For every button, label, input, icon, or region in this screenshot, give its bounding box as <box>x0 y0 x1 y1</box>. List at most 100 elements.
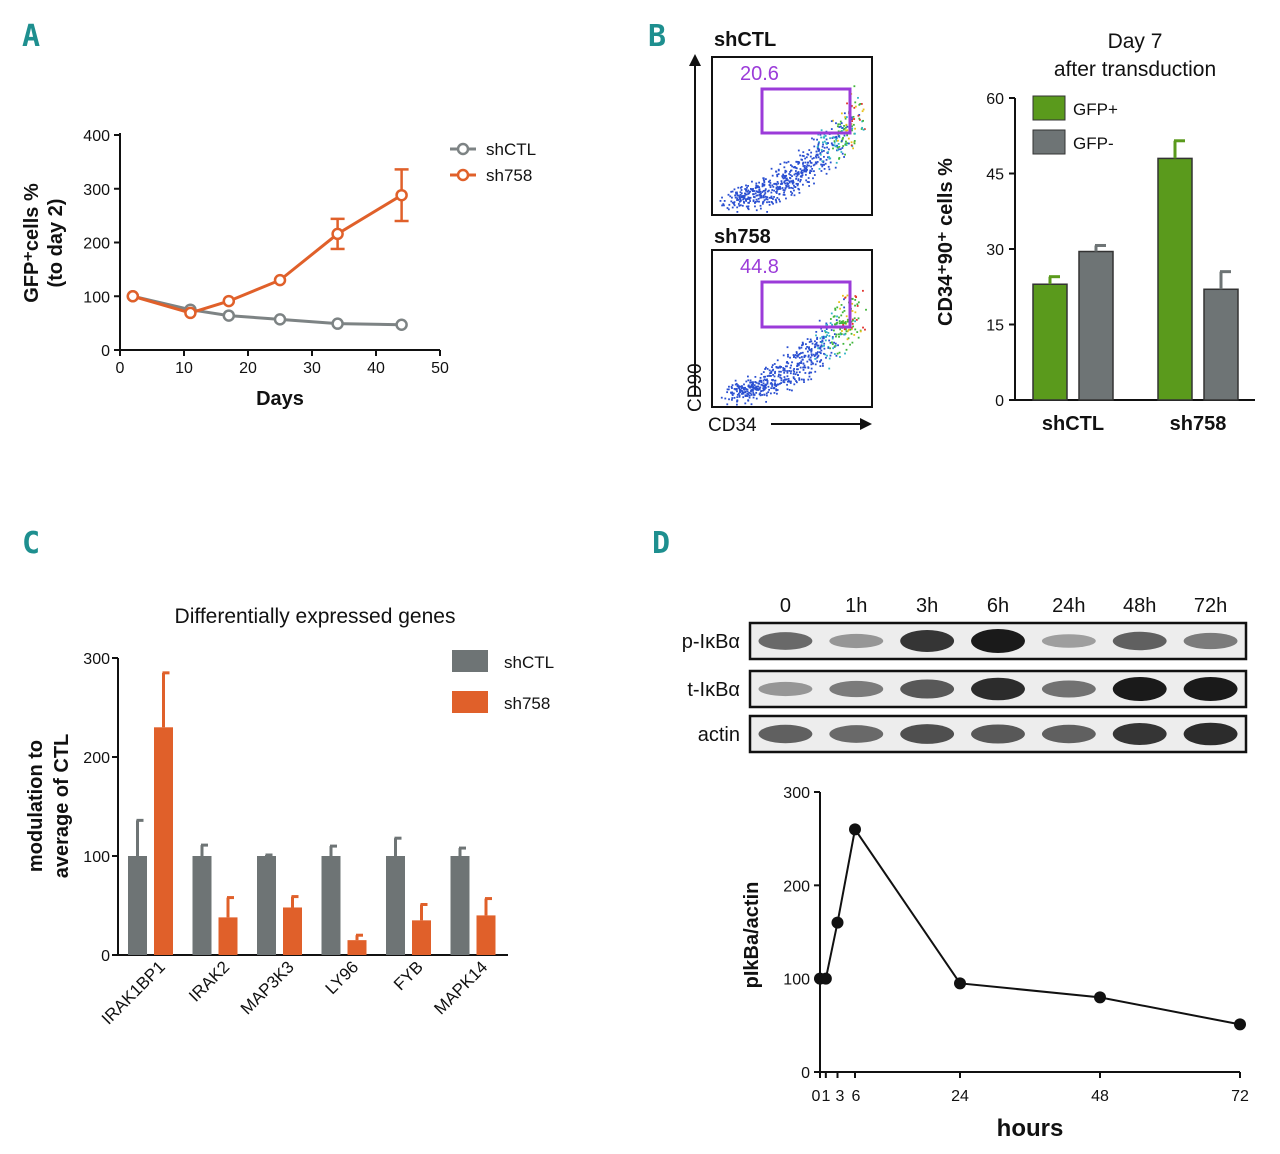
flow-dot <box>771 385 774 387</box>
blot-band-1-2 <box>900 679 955 699</box>
flow-dot <box>772 198 774 200</box>
flow-dot <box>796 184 799 187</box>
flow-dot <box>837 130 840 133</box>
flow-dot <box>782 174 785 177</box>
flow-dot <box>801 154 804 157</box>
a-x-tick-label: 0 <box>116 360 125 377</box>
c-category-label-MAPK14: MAPK14 <box>430 957 491 1018</box>
flow-dot <box>860 103 863 105</box>
flow-dot <box>743 196 746 199</box>
d-y-tick-label: 300 <box>783 785 810 802</box>
a-x-tick-label: 10 <box>175 360 193 377</box>
flow-dot <box>807 177 810 179</box>
flow-dot <box>824 162 827 165</box>
flow-dot <box>859 118 861 121</box>
flow-dot <box>814 363 817 366</box>
flow-dot <box>844 117 847 120</box>
flow-dot <box>775 183 778 186</box>
flow-dot <box>841 130 843 132</box>
flow-dot <box>856 331 859 333</box>
cd90-arrow-head <box>689 54 701 66</box>
flow-dot <box>823 163 826 166</box>
flow-dot <box>828 367 831 370</box>
flow-dot <box>840 314 843 317</box>
flow-dot <box>759 376 762 379</box>
flow-dot <box>792 372 795 375</box>
flow-dot <box>815 334 817 337</box>
flow-dot <box>838 351 841 354</box>
flow-dot <box>802 161 805 164</box>
flow-dot <box>851 302 854 305</box>
flow-dot <box>736 199 738 201</box>
flow-dot <box>762 384 765 387</box>
flow-dot <box>726 388 729 391</box>
flow-dot <box>833 353 836 355</box>
flow-dot <box>818 319 821 322</box>
flow-dot <box>775 187 778 190</box>
flow-dot <box>772 368 775 371</box>
flow-dot <box>750 188 752 190</box>
flow-dot <box>736 194 739 197</box>
blot-row-label-0: p-IκBα <box>682 631 740 653</box>
flow-dot <box>824 135 827 137</box>
flow-dot <box>776 383 779 386</box>
flow-dot <box>851 129 853 132</box>
flow-dot <box>784 179 787 182</box>
flow-dot <box>741 390 744 393</box>
flow-dot <box>800 360 803 363</box>
flow-dot <box>800 169 803 172</box>
flow-dot <box>842 294 844 297</box>
flow-dot <box>751 180 753 183</box>
flow-dot <box>785 185 788 188</box>
flow-dot <box>833 144 836 147</box>
flow-dot <box>761 196 763 199</box>
flow-dot <box>755 184 758 187</box>
flow-dot <box>794 166 797 169</box>
flow-dot <box>802 343 804 346</box>
flow-dot <box>793 383 796 386</box>
a-point-shCTL <box>331 317 344 330</box>
flow-dot <box>838 148 840 151</box>
flow-dot <box>803 381 805 383</box>
flow-dot <box>755 381 758 384</box>
flow-dot <box>737 186 740 189</box>
flow-dot <box>843 298 845 301</box>
flow-dot <box>779 365 781 368</box>
flow-dot <box>844 116 847 119</box>
flow-dot <box>797 178 800 181</box>
flow-dot <box>731 196 733 199</box>
flow-dot <box>728 398 730 401</box>
flow-dot <box>743 383 745 386</box>
flow-dot <box>862 128 865 131</box>
flow-dot <box>805 165 808 168</box>
flow-dot <box>836 144 838 147</box>
flow-dot <box>845 116 848 118</box>
flow-dot <box>840 304 843 306</box>
flow-dot <box>854 101 857 104</box>
flow-dot <box>822 365 824 367</box>
flow-dot <box>847 318 849 321</box>
flow-dot <box>747 201 750 204</box>
flow-dot <box>860 128 863 130</box>
flow-dot <box>839 125 842 128</box>
flow-dot <box>756 388 758 391</box>
flow-dot <box>730 392 733 394</box>
blot-band-2-2 <box>900 724 955 744</box>
flow-dot <box>854 105 857 108</box>
flow-dot <box>737 392 740 395</box>
flow-dot <box>767 385 770 388</box>
flow-dot <box>823 342 826 345</box>
flow-dot <box>775 170 778 173</box>
flow-dot <box>843 125 845 127</box>
flow-dot <box>748 190 751 193</box>
flow-dot <box>826 334 829 337</box>
blot-band-0-4 <box>1041 634 1096 648</box>
blot-band-0-6 <box>1183 632 1238 650</box>
flow-dot <box>747 184 749 187</box>
flow-dot <box>748 386 751 389</box>
flow-dot <box>776 392 778 395</box>
flow-dot <box>785 378 788 381</box>
flow-dot <box>730 190 733 193</box>
flow-dot <box>818 148 821 151</box>
